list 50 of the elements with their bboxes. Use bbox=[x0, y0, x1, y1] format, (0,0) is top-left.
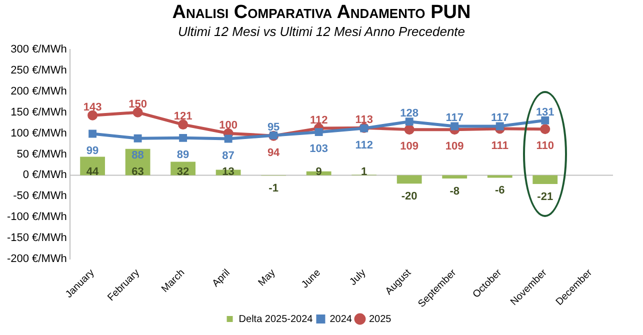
data-label: 150 bbox=[128, 98, 147, 110]
data-label: 32 bbox=[176, 166, 190, 178]
data-label: 13 bbox=[222, 166, 234, 178]
data-label: 117 bbox=[490, 112, 509, 124]
data-label: 110 bbox=[536, 140, 554, 152]
data-label: -8 bbox=[450, 186, 460, 198]
data-label: 95 bbox=[267, 121, 280, 134]
y-tick-label: 250 €/MWh bbox=[10, 64, 67, 77]
y-tick-label: -150 €/MWh bbox=[6, 232, 67, 244]
data-label: 94 bbox=[267, 146, 281, 159]
data-label: -20 bbox=[401, 190, 418, 203]
y-tick-label: 0 €/MWh bbox=[22, 169, 67, 182]
x-tick-label: July bbox=[348, 267, 368, 288]
data-label: 109 bbox=[400, 140, 419, 153]
y-tick-label: 300 €/MWh bbox=[10, 44, 67, 56]
data-label: 111 bbox=[491, 140, 508, 152]
data-label: 87 bbox=[222, 150, 234, 162]
data-label: 63 bbox=[132, 166, 144, 178]
data-label: 44 bbox=[86, 166, 100, 178]
data-label: -1 bbox=[268, 182, 278, 195]
data-label: 112 bbox=[310, 114, 328, 126]
y-tick-label: -100 €/MWh bbox=[6, 211, 67, 224]
data-label: 131 bbox=[536, 106, 554, 118]
x-tick-label: May bbox=[256, 267, 278, 289]
y-tick-label: 50 €/MWh bbox=[16, 148, 67, 160]
data-label: 112 bbox=[355, 139, 373, 152]
data-label: 103 bbox=[310, 143, 328, 156]
data-label: 100 bbox=[219, 119, 238, 132]
chart-subtitle: Ultimi 12 Mesi vs Ultimi 12 Mesi Anno Precedente bbox=[176, 24, 466, 40]
y-tick-label: -200 €/MWh bbox=[6, 252, 67, 265]
data-label: 109 bbox=[445, 140, 464, 153]
chart-title: Analisi Comparativa Andamento PUN bbox=[171, 2, 472, 24]
data-label: 128 bbox=[400, 108, 419, 120]
data-label: -6 bbox=[494, 184, 505, 197]
y-tick-label: 150 €/MWh bbox=[10, 106, 67, 118]
legend-label: 2024 bbox=[330, 314, 352, 325]
data-label: 1 bbox=[361, 166, 368, 178]
data-label: 113 bbox=[355, 114, 373, 126]
y-tick-label: 200 €/MWh bbox=[10, 85, 67, 98]
y-tick-label: -50 €/MWh bbox=[13, 190, 67, 202]
data-label: 117 bbox=[446, 112, 464, 124]
legend-label: 2025 bbox=[368, 314, 392, 325]
data-label: 99 bbox=[86, 144, 99, 157]
data-label: 88 bbox=[132, 149, 144, 162]
data-label: 121 bbox=[174, 110, 192, 123]
data-label: -21 bbox=[537, 191, 554, 204]
y-tick-label: 100 €/MWh bbox=[10, 127, 67, 140]
data-label: 143 bbox=[83, 101, 102, 114]
data-label: 89 bbox=[176, 148, 190, 161]
legend-label: Delta 2025-2024 bbox=[238, 314, 314, 325]
